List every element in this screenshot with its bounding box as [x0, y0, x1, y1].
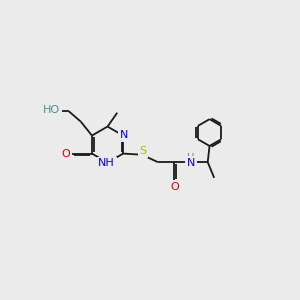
- Text: S: S: [140, 146, 147, 157]
- Text: HO: HO: [43, 105, 60, 115]
- Text: N: N: [187, 158, 195, 168]
- Text: N: N: [120, 130, 128, 140]
- Text: H: H: [188, 153, 195, 163]
- Text: O: O: [61, 148, 70, 159]
- Text: O: O: [170, 182, 179, 192]
- Text: NH: NH: [98, 158, 115, 168]
